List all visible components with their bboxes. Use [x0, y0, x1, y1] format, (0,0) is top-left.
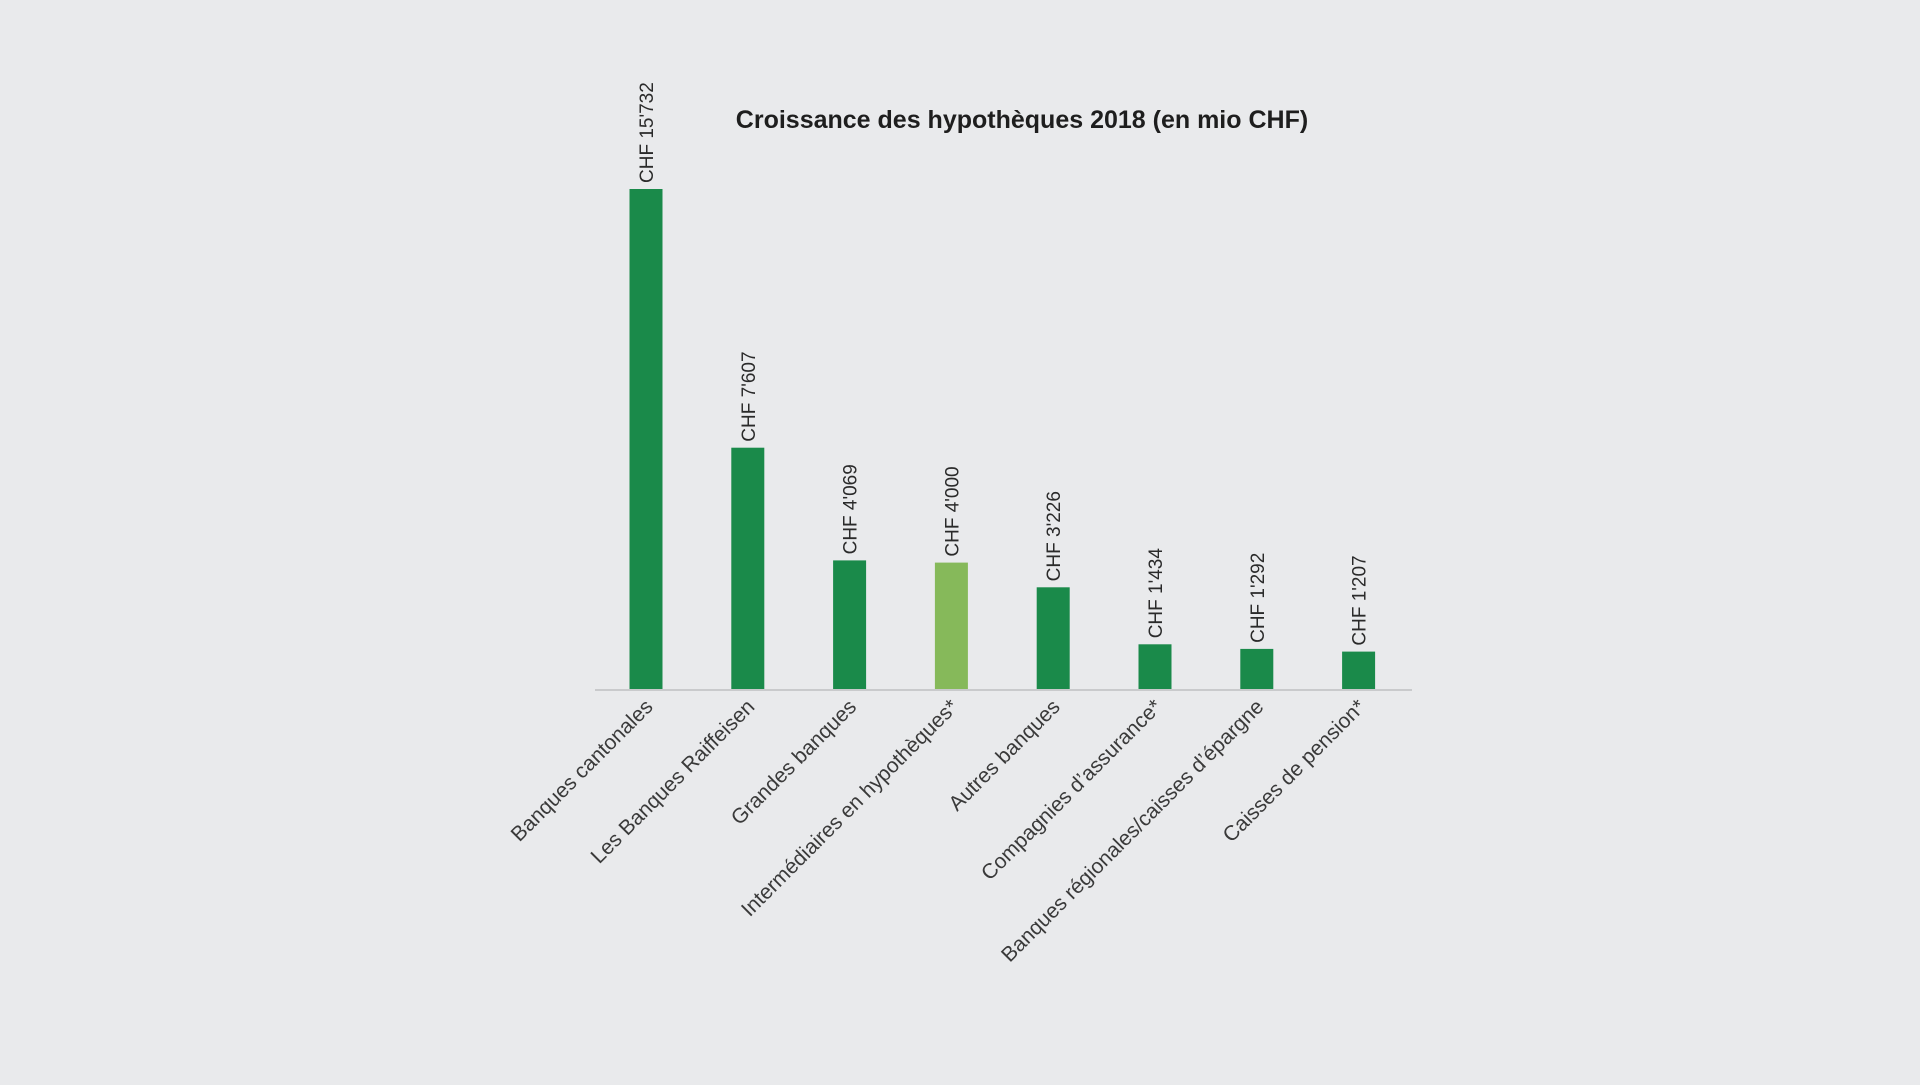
bars-group: [629, 189, 1376, 690]
data-label-6: CHF 1'292: [1248, 553, 1269, 643]
data-label-5: CHF 1'434: [1146, 548, 1167, 639]
bar-6: [1240, 648, 1274, 690]
data-label-4: CHF 3'226: [1044, 491, 1065, 581]
bar-4: [1036, 587, 1070, 690]
bar-7: [1342, 651, 1376, 690]
x-tick-label-3: Intermédiaires en hypothèques*: [737, 695, 963, 921]
data-label-2: CHF 4'069: [841, 464, 862, 554]
data-label-7: CHF 1'207: [1350, 555, 1371, 645]
data-labels-group: CHF 15'732 CHF 7'607 CHF 4'069 CHF 4'000 CHF…: [637, 82, 1371, 645]
data-label-1: CHF 7'607: [739, 351, 760, 441]
chart-title: Croissance des hypothèques 2018 (en mio …: [736, 106, 1308, 134]
bar-3: [934, 562, 968, 690]
x-tick-label-5: Compagnies d’assurance*: [977, 695, 1167, 885]
data-label-3: CHF 4'000: [942, 466, 963, 556]
bar-5: [1138, 644, 1172, 690]
data-label-0: CHF 15'732: [637, 82, 658, 183]
bar-1: [731, 447, 765, 690]
bar-0: [629, 189, 663, 690]
bar-2: [833, 560, 867, 690]
x-tick-label-1: Les Banques Raiffeisen: [586, 695, 759, 868]
